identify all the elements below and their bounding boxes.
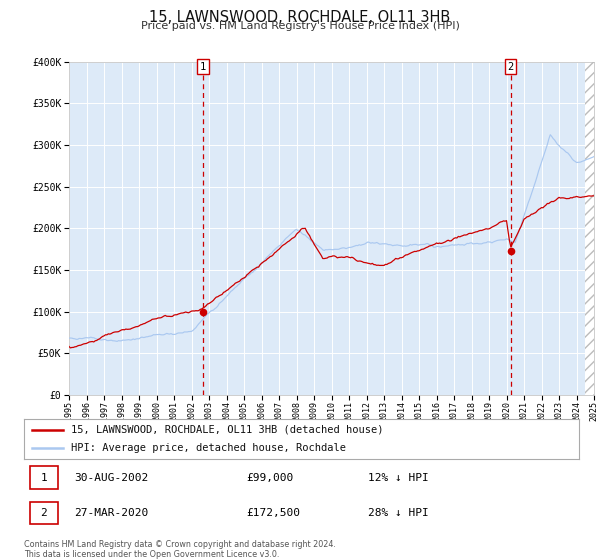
Text: £172,500: £172,500 <box>246 508 300 518</box>
Bar <box>29 466 58 489</box>
Text: 12% ↓ HPI: 12% ↓ HPI <box>368 473 429 483</box>
Bar <box>585 62 594 395</box>
Text: 15, LAWNSWOOD, ROCHDALE, OL11 3HB (detached house): 15, LAWNSWOOD, ROCHDALE, OL11 3HB (detac… <box>71 425 383 435</box>
Text: HPI: Average price, detached house, Rochdale: HPI: Average price, detached house, Roch… <box>71 444 346 453</box>
Text: 30-AUG-2002: 30-AUG-2002 <box>74 473 148 483</box>
Text: £99,000: £99,000 <box>246 473 293 483</box>
Text: 15, LAWNSWOOD, ROCHDALE, OL11 3HB: 15, LAWNSWOOD, ROCHDALE, OL11 3HB <box>149 10 451 25</box>
Text: 1: 1 <box>200 62 206 72</box>
Text: Contains HM Land Registry data © Crown copyright and database right 2024.: Contains HM Land Registry data © Crown c… <box>24 540 336 549</box>
Text: 27-MAR-2020: 27-MAR-2020 <box>74 508 148 518</box>
Text: 28% ↓ HPI: 28% ↓ HPI <box>368 508 429 518</box>
Text: 1: 1 <box>41 473 47 483</box>
Text: Price paid vs. HM Land Registry's House Price Index (HPI): Price paid vs. HM Land Registry's House … <box>140 21 460 31</box>
Text: 2: 2 <box>508 62 514 72</box>
Bar <box>29 502 58 524</box>
Text: This data is licensed under the Open Government Licence v3.0.: This data is licensed under the Open Gov… <box>24 550 280 559</box>
Text: 2: 2 <box>41 508 47 518</box>
